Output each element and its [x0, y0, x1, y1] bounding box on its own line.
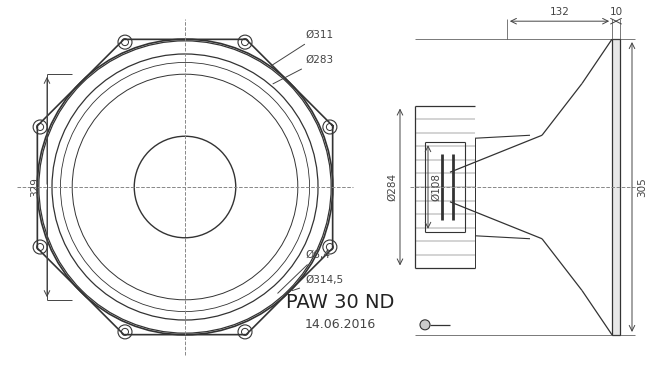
- Text: 132: 132: [549, 7, 569, 17]
- Text: 305: 305: [637, 177, 647, 197]
- Text: Ø283: Ø283: [273, 55, 333, 84]
- Text: 10: 10: [610, 7, 623, 17]
- Text: Ø108: Ø108: [431, 173, 441, 201]
- Text: Ø284: Ø284: [387, 173, 397, 201]
- Text: Ø314,5: Ø314,5: [292, 275, 343, 291]
- Circle shape: [420, 320, 430, 330]
- Bar: [612, 39, 620, 335]
- Text: Ø311: Ø311: [271, 30, 333, 66]
- Text: Ø6,4: Ø6,4: [278, 250, 330, 293]
- Text: 329: 329: [30, 177, 40, 197]
- Text: 14.06.2016: 14.06.2016: [304, 319, 376, 332]
- Text: PAW 30 ND: PAW 30 ND: [286, 293, 394, 312]
